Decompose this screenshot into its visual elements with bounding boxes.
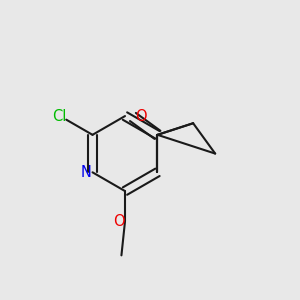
Text: O: O [113, 214, 124, 229]
Text: Cl: Cl [52, 109, 66, 124]
Text: O: O [135, 110, 147, 124]
Text: N: N [81, 165, 92, 180]
